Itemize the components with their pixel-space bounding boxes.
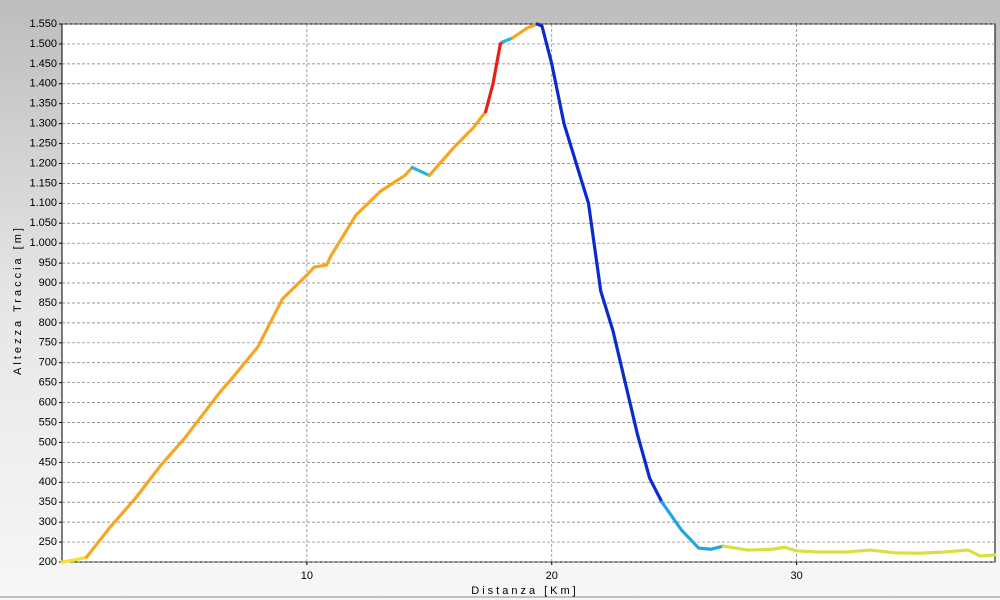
plot-area — [61, 23, 996, 563]
profile-line — [510, 22, 539, 40]
y-tick-label: 850 — [39, 297, 57, 309]
x-tick-label: 10 — [301, 570, 313, 582]
profile-line — [84, 165, 414, 559]
y-tick-label: 300 — [39, 516, 57, 528]
y-tick-label: 250 — [39, 536, 57, 548]
y-tick-label: 1.150 — [29, 177, 57, 189]
y-tick-label: 1.200 — [29, 157, 57, 169]
y-tick-label: 650 — [39, 377, 57, 389]
y-tick-label: 750 — [39, 337, 57, 349]
profile-line — [60, 555, 89, 564]
y-tick-label: 950 — [39, 257, 57, 269]
y-tick-label: 550 — [39, 416, 57, 428]
y-tick-label: 1.550 — [29, 18, 57, 30]
profile-line — [410, 165, 431, 178]
y-tick-label: 450 — [39, 456, 57, 468]
y-tick-label: 1.350 — [29, 98, 57, 110]
y-tick-label: 350 — [39, 496, 57, 508]
y-tick-label: 1.500 — [29, 38, 57, 50]
y-axis-title: Altezza Traccia [m] — [12, 225, 24, 375]
y-tick-label: 1.000 — [29, 237, 57, 249]
y-tick-label: 700 — [39, 357, 57, 369]
profile-line — [427, 110, 488, 178]
profile-line — [501, 36, 515, 44]
x-axis-title: Distanza [Km] — [471, 585, 578, 597]
y-tick-label: 1.450 — [29, 58, 57, 70]
profile-line — [535, 22, 664, 504]
y-tick-label: 1.300 — [29, 118, 57, 130]
x-tick-label: 30 — [791, 570, 803, 582]
y-tick-label: 200 — [39, 556, 57, 568]
profile-line — [721, 544, 997, 558]
y-tick-label: 1.400 — [29, 78, 57, 90]
y-tick-label: 400 — [39, 476, 57, 488]
y-tick-label: 800 — [39, 317, 57, 329]
x-tick-label: 20 — [546, 570, 558, 582]
y-tick-label: 1.100 — [29, 197, 57, 209]
y-tick-label: 1.250 — [29, 137, 57, 149]
y-tick-label: 1.050 — [29, 217, 57, 229]
y-tick-label: 600 — [39, 396, 57, 408]
y-tick-label: 500 — [39, 436, 57, 448]
profile-line — [660, 500, 725, 551]
y-tick-label: 900 — [39, 277, 57, 289]
